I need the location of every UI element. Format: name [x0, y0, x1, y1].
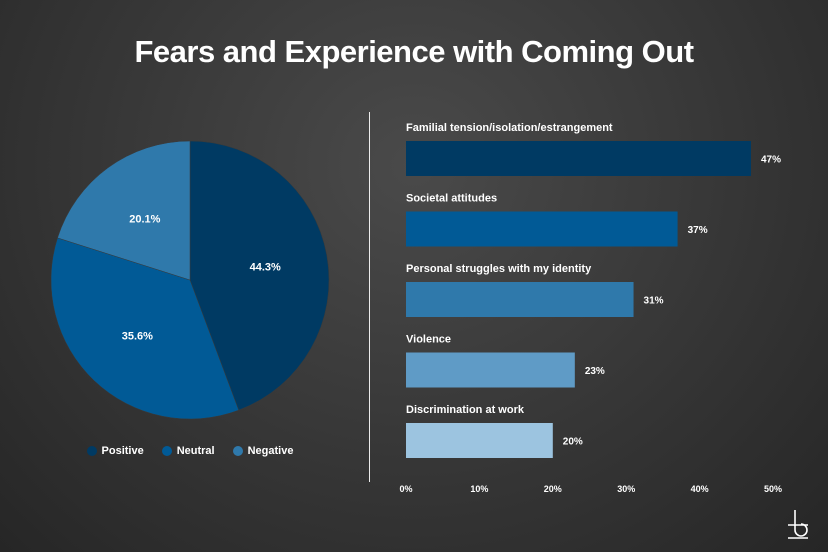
bar-value-label: 37% [688, 225, 708, 236]
bar [406, 141, 751, 176]
legend-label: Negative [247, 445, 294, 457]
bar-category-label: Violence [406, 334, 451, 346]
legend-label: Positive [101, 445, 144, 457]
bar-value-label: 23% [585, 366, 605, 377]
pie-slice-label: 35.6% [122, 330, 153, 342]
chart-title: Fears and Experience with Coming Out [134, 34, 694, 69]
x-tick-label: 20% [544, 484, 562, 494]
legend-swatch [232, 446, 243, 456]
x-tick-label: 0% [399, 484, 412, 494]
bar [406, 423, 553, 458]
bar-value-label: 31% [644, 296, 664, 307]
bar-category-label: Familial tension/isolation/estrangement [406, 122, 613, 134]
pie-slice-label: 44.3% [250, 261, 281, 273]
pie-legend: Positive Neutral Negative [0, 445, 380, 457]
bar [406, 352, 575, 388]
pie-slice-negative [57, 140, 191, 281]
legend-item-negative: Negative [232, 445, 294, 457]
pie-chart: 44.3% 35.6% 20.1% [50, 140, 330, 420]
x-tick-label: 30% [617, 484, 635, 494]
pie-slice-positive [189, 140, 330, 411]
bar-category-label: Societal attitudes [406, 193, 497, 205]
bar [406, 211, 678, 247]
pie-slice-label: 20.1% [129, 213, 160, 225]
brand-b-icon [788, 510, 808, 539]
x-tick-label: 10% [470, 484, 488, 494]
chart-divider [369, 112, 370, 482]
legend-item-neutral: Neutral [161, 445, 215, 457]
legend-item-positive: Positive [86, 445, 144, 457]
x-tick-label: 50% [764, 484, 782, 494]
x-tick-label: 40% [691, 484, 709, 494]
bar-category-label: Discrimination at work [406, 404, 525, 416]
bar-value-label: 20% [563, 437, 583, 448]
legend-label: Neutral [176, 445, 215, 457]
legend-swatch [161, 446, 172, 456]
legend-swatch [86, 446, 97, 456]
bar-category-label: Personal struggles with my identity [406, 263, 592, 275]
bar-chart: Familial tension/isolation/estrangement 4… [399, 122, 782, 494]
pie-slice-neutral [50, 237, 240, 420]
bar-value-label: 47% [761, 155, 781, 166]
bar [406, 282, 634, 317]
